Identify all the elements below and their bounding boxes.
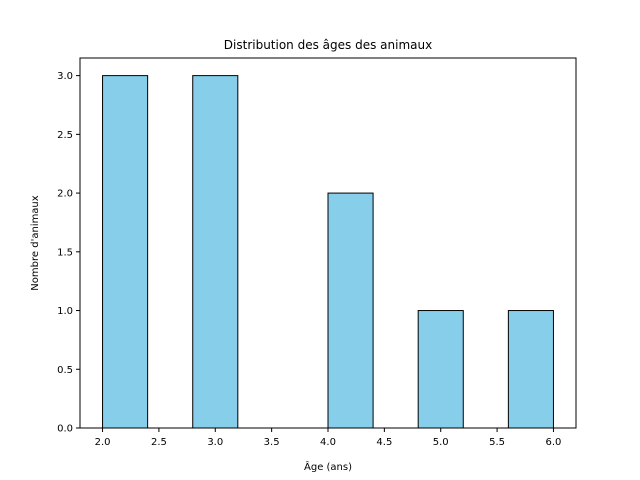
bars-group [102, 75, 554, 429]
x-tick-label: 3.0 [207, 437, 223, 448]
histogram-bar-0 [102, 75, 149, 429]
y-tick-label: 0.5 [57, 365, 73, 376]
y-axis-ticks: 0.0 0.5 1.0 1.5 2.0 2.5 3.0 [57, 71, 80, 435]
x-tick-label: 2.5 [151, 437, 167, 448]
x-tick-label: 6.0 [546, 437, 562, 448]
y-tick-label: 3.0 [57, 71, 73, 82]
y-tick-label: 0.0 [57, 424, 73, 435]
y-axis-label: Nombre d'animaux [30, 195, 41, 290]
chart-title: Distribution des âges des animaux [224, 38, 432, 52]
x-tick-label: 3.5 [264, 437, 280, 448]
histogram-bar-7 [417, 310, 464, 429]
histogram-bar-9 [507, 310, 554, 429]
x-tick-label: 5.0 [433, 437, 449, 448]
y-tick-label: 2.5 [57, 130, 73, 141]
x-axis-ticks: 2.0 2.5 3.0 3.5 4.0 4.5 5.0 5.5 6.0 [95, 428, 562, 448]
x-tick-label: 4.0 [320, 437, 336, 448]
x-tick-label: 5.5 [489, 437, 505, 448]
y-tick-label: 1.5 [57, 247, 73, 258]
y-tick-label: 1.0 [57, 306, 73, 317]
histogram-bar-5 [327, 192, 374, 429]
x-axis-label: Âge (ans) [304, 460, 352, 473]
x-tick-label: 2.0 [95, 437, 111, 448]
histogram-bar-2 [192, 75, 239, 429]
y-tick-label: 2.0 [57, 189, 73, 200]
x-tick-label: 4.5 [376, 437, 392, 448]
